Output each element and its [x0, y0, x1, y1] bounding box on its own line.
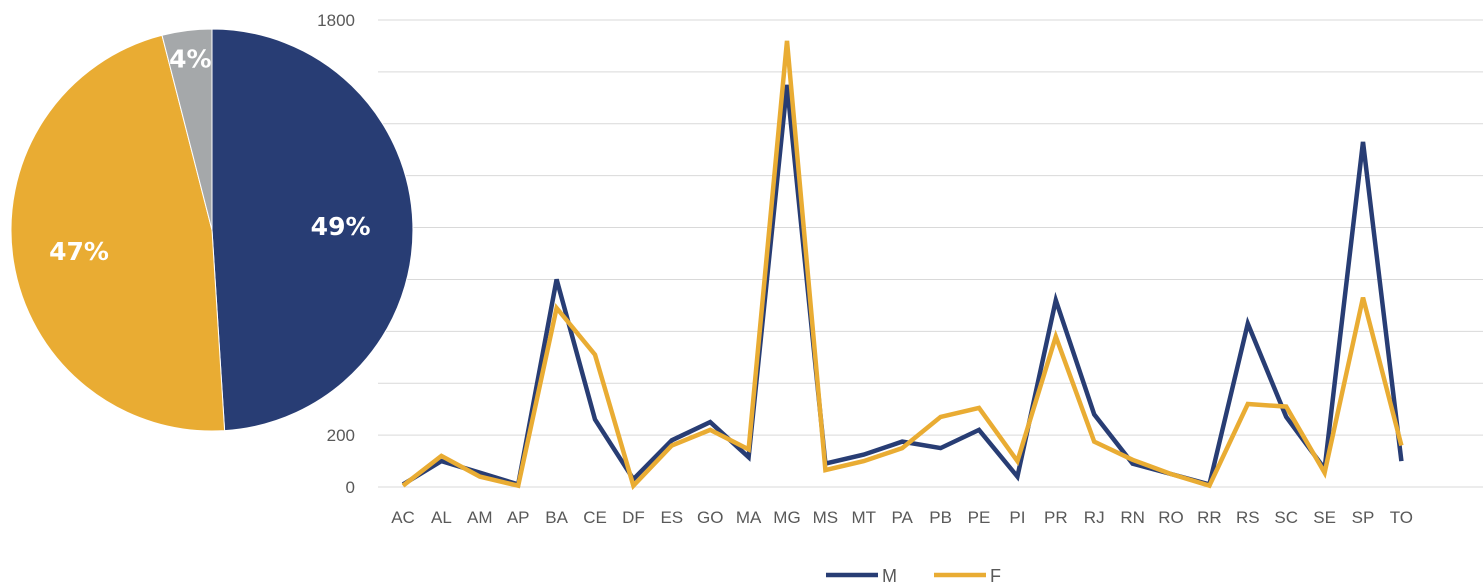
x-tick-label: TO — [1390, 508, 1413, 527]
pie-slice — [161, 28, 213, 231]
x-tick-label: RS — [1236, 508, 1260, 527]
gridlines — [378, 19, 1483, 488]
x-tick-label: PE — [968, 508, 991, 527]
x-tick-label: MS — [813, 508, 839, 527]
y-tick-label: 1800 — [317, 11, 355, 30]
x-tick-label: PA — [891, 508, 913, 527]
x-tick-label: BA — [545, 508, 568, 527]
y-tick-label: 0 — [346, 478, 355, 497]
x-tick-label: MG — [773, 508, 800, 527]
y-tick-label: 200 — [327, 426, 355, 445]
pie-slice — [211, 28, 414, 432]
x-tick-label: PR — [1044, 508, 1068, 527]
x-tick-label: AP — [507, 508, 530, 527]
x-tick-label: SP — [1352, 508, 1375, 527]
y-axis-ticks: 0 200 1800 — [317, 11, 355, 497]
legend-label-M: M — [882, 566, 897, 586]
pie-slice-label: 47% — [49, 237, 109, 266]
x-tick-label: SE — [1313, 508, 1336, 527]
x-tick-label: MA — [736, 508, 762, 527]
pie-chart: 49% 47% 4% — [10, 28, 414, 432]
pie-slice-label: 49% — [311, 212, 371, 241]
x-tick-label: PI — [1009, 508, 1025, 527]
line-series — [401, 40, 1404, 491]
x-tick-label: CE — [583, 508, 607, 527]
pie-slice — [10, 34, 226, 432]
x-tick-label: AC — [391, 508, 415, 527]
x-tick-label: RJ — [1084, 508, 1105, 527]
x-tick-label: AL — [431, 508, 452, 527]
pie-slice-label: 4% — [169, 45, 211, 74]
legend-label-F: F — [990, 566, 1001, 586]
x-tick-label: RN — [1120, 508, 1145, 527]
x-tick-label: ES — [660, 508, 683, 527]
x-tick-label: PB — [929, 508, 952, 527]
x-tick-label: DF — [622, 508, 645, 527]
x-tick-label: AM — [467, 508, 493, 527]
x-tick-label: RR — [1197, 508, 1222, 527]
x-tick-label: MT — [852, 508, 877, 527]
x-tick-label: SC — [1274, 508, 1298, 527]
series-line-M — [401, 84, 1404, 488]
series-line-F — [401, 40, 1404, 491]
x-tick-label: GO — [697, 508, 723, 527]
x-axis-ticks: AC AL AM AP BA CE DF ES GO MA MG MS MT PA PB PE PI PR RJ RN… — [391, 508, 1413, 527]
x-tick-label: RO — [1158, 508, 1184, 527]
